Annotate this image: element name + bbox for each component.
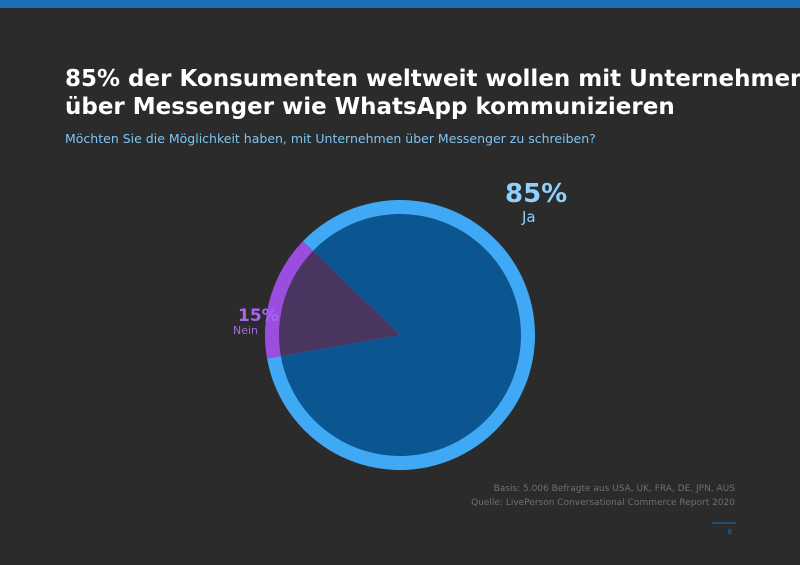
chart-subtitle: Möchten Sie die Möglichkeit haben, mit U… (65, 131, 596, 146)
value-label: 85% (505, 179, 567, 209)
top-bar (0, 0, 800, 8)
chart-title: über Messenger wie WhatsApp kommuniziere… (65, 94, 675, 120)
note: Basis: 5.006 Befragte aus USA, UK, FRA, … (494, 484, 736, 494)
slice (280, 213, 521, 456)
slice-label: Ja (521, 208, 536, 226)
slice-label: Nein (233, 324, 258, 337)
note: Quelle: LivePerson Conversational Commer… (471, 498, 735, 508)
page-number: 8 (728, 528, 732, 536)
slice (278, 250, 400, 357)
value-label: 15% (238, 306, 279, 326)
chart-title: 85% der Konsumenten weltweit wollen mit … (65, 66, 800, 92)
pie (265, 200, 535, 470)
